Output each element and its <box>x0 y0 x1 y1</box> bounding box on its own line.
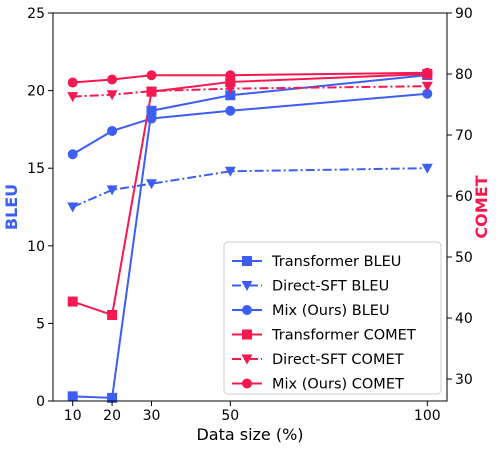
y-left-tick-label-3: 15 <box>27 161 45 177</box>
y-left-tick-label-2: 10 <box>27 239 45 255</box>
series-markers <box>67 67 433 403</box>
x-axis-title: Data size (%) <box>196 425 303 444</box>
y-right-tick-label-5: 80 <box>455 67 473 83</box>
data-point-4-0 <box>67 92 79 103</box>
data-point-2-3 <box>225 105 236 116</box>
legend-marker-3 <box>242 329 252 340</box>
legend-label-1: Direct-SFT BLEU <box>272 279 389 295</box>
legend-marker-5 <box>242 378 252 389</box>
data-point-5-1 <box>107 74 118 85</box>
x-tick-label-4: 100 <box>414 408 441 424</box>
legend-label-0: Transformer BLEU <box>271 254 401 270</box>
y-right-tick-label-3: 60 <box>455 189 473 205</box>
legend-box <box>223 241 442 395</box>
data-point-0-3 <box>225 90 236 101</box>
data-point-3-0 <box>67 296 78 307</box>
data-point-2-2 <box>146 113 157 124</box>
y-right-tick-label-2: 50 <box>455 250 473 266</box>
legend-marker-2 <box>242 305 252 315</box>
data-point-0-1 <box>107 392 118 403</box>
series-line-2 <box>72 92 428 156</box>
data-point-2-0 <box>67 149 78 160</box>
plot-frame-rect <box>52 12 448 402</box>
series-line-4 <box>72 85 428 98</box>
data-point-5-2 <box>146 70 157 81</box>
data-point-5-0 <box>67 77 78 88</box>
data-point-3-3 <box>225 76 236 87</box>
legend-label-4: Direct-SFT COMET <box>272 352 404 368</box>
plot-frame <box>52 12 448 402</box>
data-point-3-1 <box>107 309 118 320</box>
data-point-4-3 <box>224 84 236 95</box>
legend-marker-4 <box>241 354 253 365</box>
data-point-1-0 <box>67 202 79 213</box>
y-left-tick-label-1: 5 <box>36 316 45 332</box>
data-point-1-1 <box>106 185 118 196</box>
data-point-5-3 <box>225 70 236 81</box>
data-point-2-4 <box>422 88 433 99</box>
y-right-tick-label-0: 30 <box>455 372 473 388</box>
legend-label-2: Mix (Ours) BLEU <box>272 303 390 319</box>
data-point-4-1 <box>106 90 118 101</box>
x-tick-label-1: 20 <box>103 408 121 424</box>
legend-marker-1 <box>241 281 253 291</box>
data-point-0-0 <box>67 391 78 402</box>
y-left-axis-title: BLEU <box>2 184 21 230</box>
y-right-tick-label-6: 90 <box>455 6 473 22</box>
data-point-2-1 <box>107 125 118 136</box>
y-right-axis-title: COMET <box>472 175 491 238</box>
y-right-tick-label-4: 70 <box>455 128 473 144</box>
legend-label-5: Mix (Ours) COMET <box>272 377 404 393</box>
x-tick-label-0: 10 <box>64 408 82 424</box>
y-left-tick-label-4: 20 <box>27 84 45 100</box>
legend: Transformer BLEU Direct-SFT BLEU Mix (Ours… <box>223 241 442 395</box>
x-tick-label-2: 30 <box>143 408 161 424</box>
legend-label-3: Transformer COMET <box>271 328 416 344</box>
y-left-tick-label-5: 25 <box>27 6 45 22</box>
data-point-1-2 <box>146 179 157 190</box>
data-point-1-3 <box>224 166 236 177</box>
axis-ticks: 10 20 30 50 100 0 5 10 15 20 25 30 40 50 60 70 80 90 Data … <box>2 6 491 444</box>
data-point-4-2 <box>146 86 157 97</box>
data-point-0-2 <box>146 105 157 116</box>
series-line-1 <box>72 167 428 208</box>
data-point-4-4 <box>421 81 433 92</box>
data-point-5-4 <box>422 67 433 78</box>
legend-marker-0 <box>242 256 252 266</box>
y-left-tick-label-0: 0 <box>36 394 45 410</box>
data-point-1-4 <box>421 163 433 174</box>
x-tick-label-3: 50 <box>221 408 239 424</box>
y-right-tick-label-1: 40 <box>455 311 473 327</box>
